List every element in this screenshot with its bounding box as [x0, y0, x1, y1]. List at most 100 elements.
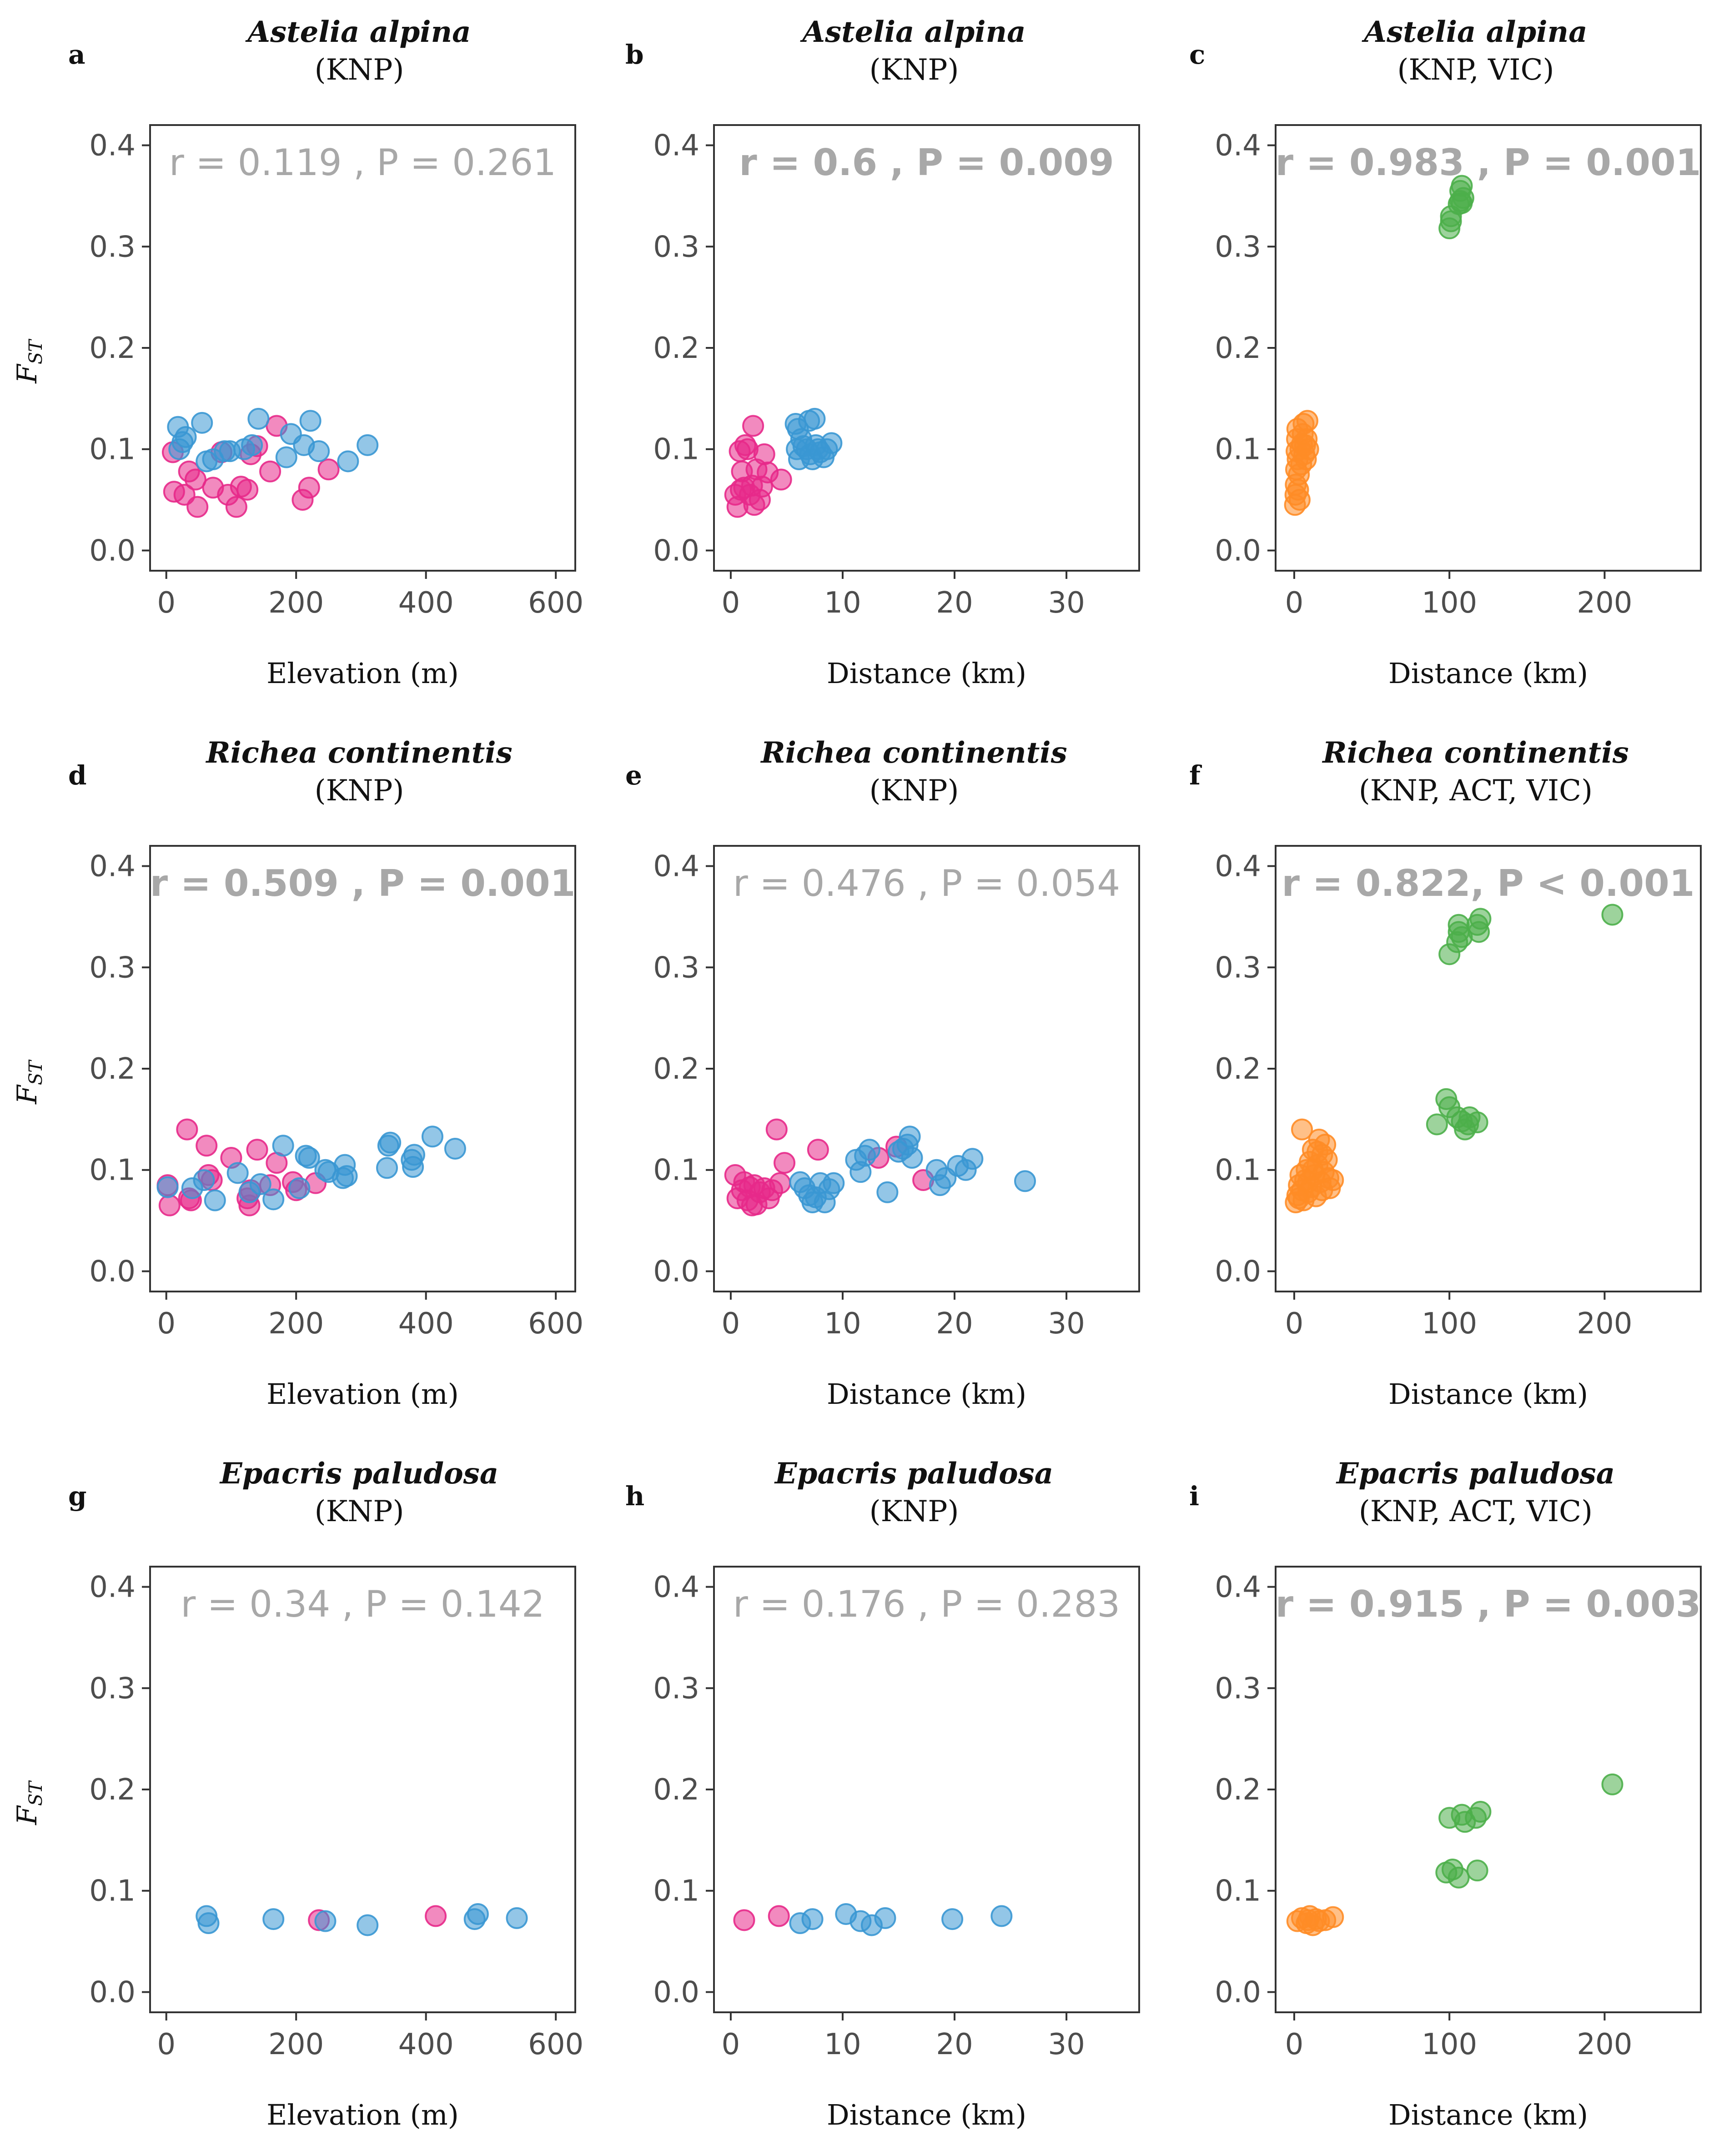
panel-d-point-blue	[272, 1135, 294, 1157]
panel-f-stat-text: r = 0.822, P < 0.001	[1282, 862, 1695, 905]
panel-a-point-blue	[299, 410, 322, 432]
panel-h-xlabel: Distance (km)	[827, 2098, 1026, 2131]
panel-e-stat-text: r = 0.476 , P = 0.054	[733, 862, 1120, 905]
panel-d-point-blue	[421, 1126, 443, 1148]
panel-e-title-region: (KNP)	[870, 774, 959, 808]
panel-h-xtick-label: 30	[1048, 2028, 1085, 2061]
panel-i-point-green	[1601, 1773, 1623, 1795]
panel-i-point-orange	[1322, 1906, 1344, 1928]
panel-f-point-green	[1469, 908, 1492, 930]
panel-e-point-blue	[1014, 1170, 1036, 1192]
panel-d-ytick-label: 0.1	[89, 1154, 136, 1187]
panel-d-title-region: (KNP)	[315, 774, 404, 808]
panel-b-ytick-label: 0.0	[653, 534, 699, 568]
panel-e-point-blue	[823, 1172, 845, 1194]
panel-g-point-blue	[357, 1914, 379, 1936]
panel-h-xtick-label: 20	[936, 2028, 973, 2061]
panel-d-ytick-label: 0.2	[89, 1052, 136, 1086]
panel-g: g Epacris paludosa (KNP) 0.0 0.1 0.2 0.3 0.4 0 20…	[11, 1457, 583, 2131]
panel-a-ylabel-main: F	[11, 363, 43, 384]
panel-i-ytick-label: 0.1	[1215, 1875, 1261, 1908]
panel-g-ylabel-sub: ST	[25, 1780, 46, 1806]
panel-f-ytick-label: 0.4	[1215, 850, 1261, 884]
panel-f-ytick-label: 0.2	[1215, 1052, 1261, 1086]
panel-a-point-blue	[241, 434, 263, 456]
panel-f-point-orange	[1307, 1141, 1329, 1163]
panel-a-xlabel: Elevation (m)	[266, 657, 459, 690]
panel-h-title-region: (KNP)	[870, 1495, 959, 1528]
panel-d-ytick-label: 0.4	[89, 850, 136, 884]
panel-g-ytick-label: 0.3	[89, 1672, 136, 1705]
panel-g-xtick-label: 0	[157, 2028, 176, 2061]
panel-c-xtick-label: 200	[1577, 586, 1632, 620]
panel-d-point-blue	[444, 1137, 466, 1160]
panel-g-title-region: (KNP)	[315, 1495, 404, 1528]
panel-d-letter: d	[68, 760, 87, 791]
panel-h-point-blue	[874, 1907, 896, 1929]
panel-h-stat-text: r = 0.176 , P = 0.283	[733, 1583, 1120, 1625]
panel-h-ytick-label: 0.3	[653, 1672, 699, 1705]
panel-f-ytick-label: 0.0	[1215, 1255, 1261, 1288]
panel-i-letter: i	[1189, 1481, 1199, 1512]
panel-d-xtick-label: 400	[398, 1307, 454, 1341]
panel-d-point-pink	[196, 1135, 218, 1157]
panel-d-ytick-label: 0.0	[89, 1255, 136, 1288]
panel-g-xtick-label: 600	[528, 2028, 583, 2061]
panel-a-point-blue	[191, 412, 213, 434]
panel-g-xtick-label: 200	[268, 2028, 324, 2061]
panel-a-point-blue	[337, 450, 359, 472]
panel-i-point-green	[1448, 1866, 1470, 1889]
panel-e-point-pink	[769, 1172, 791, 1194]
panel-f-point-orange	[1288, 1187, 1310, 1210]
panel-e-xtick-label: 0	[722, 1307, 740, 1341]
panel-e-point-blue	[899, 1126, 921, 1148]
panel-i-xtick-label: 0	[1285, 2028, 1304, 2061]
panel-d-xtick-label: 600	[528, 1307, 583, 1341]
panel-a-ytick-label: 0.4	[89, 129, 136, 163]
panel-a-xtick-label: 600	[528, 586, 583, 620]
panel-e-letter: e	[625, 760, 642, 791]
panel-b-point-pink	[742, 415, 764, 437]
panel-b-point-blue	[820, 432, 843, 454]
panel-f-ytick-label: 0.1	[1215, 1154, 1261, 1187]
panel-b-stat-text: r = 0.6 , P = 0.009	[739, 141, 1114, 184]
panel-i-ytick-label: 0.3	[1215, 1672, 1261, 1705]
panel-i-ytick-label: 0.0	[1215, 1975, 1261, 2009]
panel-b-title-region: (KNP)	[870, 53, 959, 87]
panel-f-letter: f	[1189, 760, 1202, 791]
panel-h: h Epacris paludosa (KNP) 0.0 0.1 0.2 0.3 0.4 0 10…	[625, 1457, 1140, 2131]
panel-h-ytick-label: 0.2	[653, 1773, 699, 1807]
panel-i-ytick-label: 0.4	[1215, 1571, 1261, 1604]
panel-a-xtick-label: 200	[268, 586, 324, 620]
panel-a-ytick-label: 0.1	[89, 433, 136, 467]
panel-g-stat-text: r = 0.34 , P = 0.142	[181, 1583, 544, 1625]
panel-e-ytick-label: 0.1	[653, 1154, 699, 1187]
panel-g-xlabel: Elevation (m)	[266, 2098, 459, 2131]
panel-g-point-blue	[262, 1908, 285, 1930]
panel-b-xlabel: Distance (km)	[827, 657, 1026, 690]
panel-b-ytick-label: 0.2	[653, 332, 699, 365]
panel-c-ytick-label: 0.1	[1215, 433, 1261, 467]
panel-d-ylabel-sub: ST	[25, 1059, 46, 1085]
panel-d-point-blue	[226, 1162, 249, 1184]
panel-g-ytick-label: 0.1	[89, 1875, 136, 1908]
panel-b-xtick-label: 10	[824, 586, 861, 620]
panel-h-frame	[713, 1566, 1140, 2013]
panel-a-frame	[149, 124, 576, 572]
panel-e-point-pink	[774, 1152, 796, 1174]
panel-g-xtick-label: 400	[398, 2028, 454, 2061]
panel-i-title-region: (KNP, ACT, VIC)	[1359, 1495, 1593, 1528]
panel-c-stat-text: r = 0.983 , P = 0.001	[1276, 141, 1701, 184]
panel-e-xlabel: Distance (km)	[827, 1377, 1026, 1411]
panel-c-ytick-label: 0.3	[1215, 230, 1261, 264]
panel-h-xtick-label: 10	[824, 2028, 861, 2061]
panel-i-ytick-label: 0.2	[1215, 1773, 1261, 1807]
panel-e-point-blue	[876, 1181, 899, 1203]
panel-e-ytick-label: 0.2	[653, 1052, 699, 1086]
panel-b-ytick-label: 0.1	[653, 433, 699, 467]
panel-g-ytick-label: 0.2	[89, 1773, 136, 1807]
panel-b-point-blue	[804, 407, 826, 430]
panel-a-letter: a	[68, 39, 85, 70]
panel-b-point-pink	[770, 468, 792, 491]
panel-a-point-pink	[236, 478, 259, 501]
